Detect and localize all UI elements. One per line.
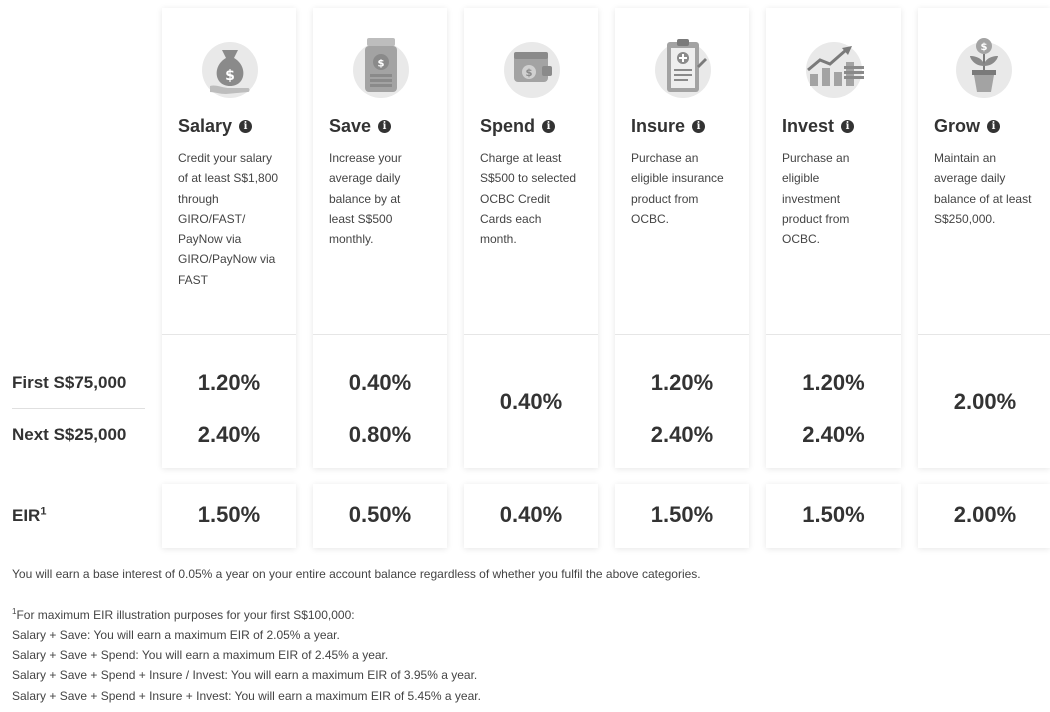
category-title-salary: Salary i <box>178 116 253 137</box>
row-label-next: Next S$25,000 <box>12 425 127 444</box>
category-desc-insure: Purchase an eligible insurance product fro… <box>631 151 724 226</box>
category-card-spend: $ Spend i Charge at least S$500 to selecte… <box>464 8 598 468</box>
rate-single-grow: 2.00% <box>953 389 1017 414</box>
category-desc-grow: Maintain an average daily balance of at le… <box>934 151 1032 226</box>
row-label-first: First S$75,000 <box>12 373 127 392</box>
category-desc-save: Increase your average daily balance by at l… <box>329 151 402 247</box>
eir-rate-insure: 1.50% <box>650 502 714 527</box>
info-icon[interactable]: i <box>378 120 392 133</box>
category-card-grow: $ Grow i Maintain an average daily balance … <box>918 8 1050 468</box>
category-title-insure: Insure i <box>631 116 706 137</box>
footnote-intro: 1For maximum EIR illustration purposes f… <box>12 607 355 623</box>
category-title-invest: Invest i <box>782 116 855 137</box>
clipboard-medical-icon <box>655 39 711 98</box>
category-title-grow: Grow i <box>934 116 1001 137</box>
info-icon[interactable]: i <box>692 120 706 133</box>
footnote-line: Salary + Save + Spend + Insure + Invest:… <box>12 689 481 703</box>
row-divider <box>12 408 145 409</box>
card-divider <box>464 334 598 335</box>
eir-rate-salary: 1.50% <box>197 502 261 527</box>
svg-text:$: $ <box>526 68 533 79</box>
svg-text:$: $ <box>378 59 385 70</box>
eir-card-grow: 2.00% <box>918 484 1050 548</box>
category-card-insure: Insure i Purchase an eligible insurance pro… <box>615 8 749 468</box>
growth-chart-icon <box>806 42 864 98</box>
rate-next-salary: 2.40% <box>197 422 261 447</box>
rate-first-insure: 1.20% <box>650 370 714 395</box>
category-desc-spend: Charge at least S$500 to selected OCBC Cre… <box>480 151 577 247</box>
rate-first-salary: 1.20% <box>197 370 261 395</box>
eir-card-save: 0.50% <box>313 484 447 548</box>
eir-card-invest: 1.50% <box>766 484 901 548</box>
category-title-save: Save i <box>329 116 392 137</box>
wallet-icon: $ <box>504 42 560 98</box>
svg-text:$: $ <box>225 68 235 84</box>
eir-rate-spend: 0.40% <box>499 502 563 527</box>
category-desc-salary: Credit your salary of at least S$1,800 thr… <box>178 151 279 287</box>
eir-rate-invest: 1.50% <box>802 502 865 527</box>
rate-next-save: 0.80% <box>348 422 412 447</box>
footnote-line: Salary + Save: You will earn a maximum E… <box>12 628 340 642</box>
eir-card-spend: 0.40% <box>464 484 598 548</box>
info-icon[interactable]: i <box>841 120 855 133</box>
eir-rate-save: 0.50% <box>348 502 412 527</box>
category-card-salary: $ Salary i Credit your salary of at least … <box>162 8 296 468</box>
info-icon[interactable]: i <box>239 120 253 133</box>
info-icon[interactable]: i <box>542 120 556 133</box>
rate-next-invest: 2.40% <box>802 422 865 447</box>
money-plant-icon: $ <box>956 38 1012 98</box>
eir-card-salary: 1.50% <box>162 484 296 548</box>
card-divider <box>162 334 296 335</box>
card-divider <box>313 334 447 335</box>
rate-first-save: 0.40% <box>348 370 412 395</box>
coin-jar-icon: $ <box>353 38 409 98</box>
base-interest-note: You will earn a base interest of 0.05% a… <box>12 567 701 581</box>
category-card-save: $ Save i Increase your average daily balanc… <box>313 8 447 468</box>
money-bag-hand-icon: $ <box>202 42 258 98</box>
eir-card-insure: 1.50% <box>615 484 749 548</box>
rate-first-invest: 1.20% <box>802 370 865 395</box>
rate-single-spend: 0.40% <box>499 389 563 414</box>
card-divider <box>918 334 1050 335</box>
category-desc-invest: Purchase an eligible investment product fro… <box>782 151 850 247</box>
card-divider <box>615 334 749 335</box>
rate-next-insure: 2.40% <box>650 422 714 447</box>
svg-text:$: $ <box>981 42 988 53</box>
info-icon[interactable]: i <box>987 120 1001 133</box>
category-title-spend: Spend i <box>480 116 556 137</box>
row-label-eir: EIR1 <box>12 505 47 525</box>
footnote-line: Salary + Save + Spend + Insure / Invest:… <box>12 668 478 682</box>
category-card-invest: Invest i Purchase an eligible investment pro… <box>766 8 901 468</box>
card-divider <box>766 334 901 335</box>
eir-rate-grow: 2.00% <box>953 502 1017 527</box>
footnote-line: Salary + Save + Spend: You will earn a m… <box>12 648 389 662</box>
